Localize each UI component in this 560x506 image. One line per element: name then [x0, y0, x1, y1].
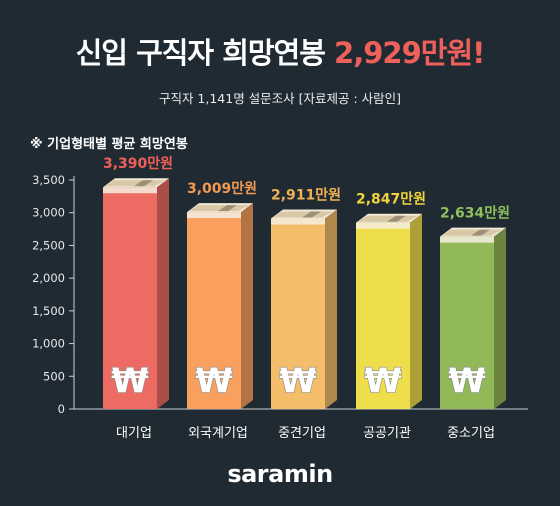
x-tick-label: 중소기업 — [447, 426, 495, 441]
x-tick-label: 공공기관 — [363, 426, 411, 441]
bar — [440, 236, 494, 409]
bar-side — [325, 209, 337, 409]
money-bundle-edge — [187, 212, 241, 219]
won-icon: ₩ — [195, 361, 233, 401]
bar-side — [157, 178, 169, 409]
y-tick-label: 3,000 — [32, 206, 65, 220]
title-main: 신입 구직자 희망연봉 — [75, 36, 326, 70]
title-highlight: 2,929만원! — [334, 36, 485, 70]
bar — [356, 222, 410, 409]
money-bundle-edge — [103, 187, 157, 194]
survey-subtitle: 구직자 1,141명 설문조사 [자료제공 : 사람인] — [158, 91, 402, 106]
money-band — [302, 211, 321, 218]
money-band — [134, 180, 153, 187]
money-bundle-edge — [271, 218, 325, 225]
y-tick-label: 2,000 — [32, 271, 65, 285]
money-band — [387, 215, 406, 222]
won-icon: ₩ — [364, 361, 402, 401]
money-bundle-edge — [356, 222, 410, 229]
bar-value-label: 2,847만원 — [356, 192, 426, 208]
won-icon: ₩ — [279, 361, 317, 401]
page-title: 신입 구직자 희망연봉 2,929만원! — [0, 30, 560, 72]
x-tick-label: 중견기업 — [278, 426, 326, 441]
y-tick-label: 0 — [58, 402, 65, 416]
x-tick-label: 대기업 — [116, 426, 152, 441]
y-tick-label: 1,500 — [32, 304, 65, 318]
y-tick-label: 500 — [43, 369, 65, 383]
bar-value-label: 3,390만원 — [103, 156, 173, 172]
bar-value-label: 2,911만원 — [271, 188, 341, 204]
money-band — [471, 229, 490, 236]
y-tick-label: 3,500 — [32, 173, 65, 187]
y-tick-label: 2,500 — [32, 238, 65, 252]
money-band — [218, 205, 237, 212]
bar — [103, 187, 157, 409]
bar — [271, 218, 325, 409]
bar-value-label: 3,009만원 — [187, 181, 257, 197]
y-tick-label: 1,000 — [32, 337, 65, 351]
bar-side — [241, 203, 253, 409]
chart-label: ※ 기업형태별 평균 희망연봉 — [30, 137, 188, 152]
won-icon: ₩ — [448, 361, 486, 401]
bar-side — [494, 227, 506, 409]
brand-logo: saramin — [227, 460, 333, 488]
money-bundle-edge — [440, 236, 494, 243]
x-tick-label: 외국계기업 — [188, 426, 248, 441]
bar-side — [410, 213, 422, 409]
won-icon: ₩ — [111, 361, 149, 401]
bar — [187, 212, 241, 409]
bar-value-label: 2,634만원 — [440, 206, 510, 222]
